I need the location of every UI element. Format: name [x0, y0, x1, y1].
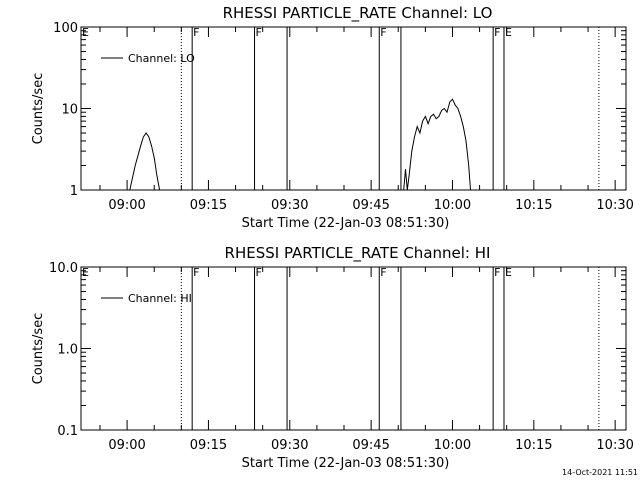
x-tick-label: 09:45 [352, 198, 389, 213]
x-tick-label: 09:45 [352, 438, 389, 453]
flag-marker-label: F [494, 266, 500, 279]
flag-marker-label: F [193, 26, 199, 39]
x-tick-label: 09:00 [108, 438, 145, 453]
x-tick-label: 10:00 [434, 438, 471, 453]
flag-marker-label: F [494, 26, 500, 39]
x-axis-label: Start Time (22-Jan-03 08:51:30) [242, 216, 450, 231]
y-axis-label: Counts/sec [31, 73, 46, 145]
legend-label: Channel: HI [128, 292, 192, 305]
chart-title: RHESSI PARTICLE_RATE Channel: HI [225, 244, 491, 263]
flag-marker-label: F [193, 266, 199, 279]
flag-marker-label: E [82, 26, 89, 39]
flag-marker-label: E [82, 266, 89, 279]
data-series-line [129, 132, 161, 191]
flag-marker-label: F [256, 26, 262, 39]
y-tick-label: 10 [61, 103, 78, 118]
x-tick-label: 10:30 [596, 198, 633, 213]
x-tick-label: 09:00 [108, 198, 145, 213]
generation-timestamp: 14-Oct-2021 11:51 [562, 468, 638, 477]
flag-marker-label: F [380, 266, 386, 279]
hi-channel-panel: RHESSI PARTICLE_RATE Channel: HI 0.1 1.0 10… [31, 244, 634, 471]
x-tick-label: 09:30 [271, 438, 308, 453]
y-tick-label: 10.0 [49, 261, 78, 276]
x-tick-label: 10:30 [596, 438, 633, 453]
x-axis-label: Start Time (22-Jan-03 08:51:30) [242, 456, 450, 471]
flag-marker-label: F [256, 266, 262, 279]
y-tick-label: 0.1 [57, 424, 78, 439]
y-tick-label: 100 [53, 21, 78, 36]
lo-channel-panel: RHESSI PARTICLE_RATE Channel: LO 1 10 100 09… [31, 4, 634, 231]
x-tick-label: 10:15 [515, 438, 552, 453]
x-tick-label: 10:15 [515, 198, 552, 213]
flag-marker-label: F [380, 26, 386, 39]
x-tick-label: 09:15 [190, 438, 227, 453]
x-tick-label: 10:00 [434, 198, 471, 213]
legend-label: Channel: LO [128, 52, 195, 65]
y-tick-label: 1.0 [57, 343, 78, 358]
x-tick-label: 09:15 [190, 198, 227, 213]
chart-title: RHESSI PARTICLE_RATE Channel: LO [223, 4, 493, 23]
data-series-line [403, 98, 471, 191]
y-tick-label: 1 [70, 184, 78, 199]
y-axis-label: Counts/sec [31, 313, 46, 385]
flag-marker-label: E [505, 266, 512, 279]
flag-marker-label: E [505, 26, 512, 39]
x-tick-label: 09:30 [271, 198, 308, 213]
